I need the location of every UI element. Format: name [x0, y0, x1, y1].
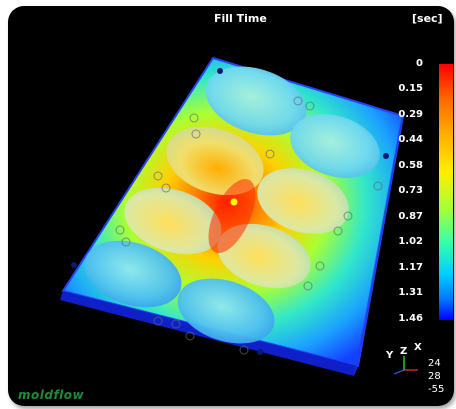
render-viewport[interactable]: Fill Time [sec] 0 0.15 0.29 0.44 0.58 0.… [8, 6, 454, 406]
legend-tick: 1.31 [398, 287, 423, 298]
injection-point [230, 198, 238, 206]
legend-tick: 0 [416, 58, 423, 69]
cavity-4 [257, 168, 349, 234]
legend-tick: 0.44 [398, 134, 423, 145]
cavity-8 [177, 278, 275, 344]
view-angle-value: 28 [428, 371, 441, 382]
view-angle-value: -55 [428, 384, 445, 395]
axis-y-label: Y [386, 350, 394, 361]
cavity-5 [124, 187, 222, 255]
axis-x-label: X [414, 342, 422, 353]
legend-tick: 0.15 [398, 83, 423, 94]
part-model [60, 56, 405, 376]
orientation-triad: Y Z X [384, 342, 424, 376]
legend-tick: 1.02 [398, 236, 423, 247]
runner-hotspot [208, 178, 256, 254]
legend-tick: 1.17 [398, 262, 423, 273]
axis-z-label: Z [400, 346, 408, 357]
legend-tick: 1.46 [398, 313, 423, 324]
cavity-6 [217, 223, 311, 289]
legend-tick: 0.87 [398, 211, 423, 222]
cavity-2 [290, 114, 380, 178]
result-title: Fill Time [214, 12, 267, 25]
cavity-7 [84, 240, 182, 308]
moldflow-logo: moldflow [18, 388, 85, 402]
legend-tick: 0.58 [398, 160, 423, 171]
axis-triad-icon [393, 356, 418, 375]
cavity-1 [205, 66, 307, 136]
view-angle-value: 24 [428, 358, 441, 369]
legend-tick: 0.29 [398, 109, 423, 120]
legend-tick: 0.73 [398, 185, 423, 196]
cavity-3 [166, 126, 264, 196]
color-scale-bar [439, 64, 453, 320]
result-unit: [sec] [412, 12, 443, 25]
